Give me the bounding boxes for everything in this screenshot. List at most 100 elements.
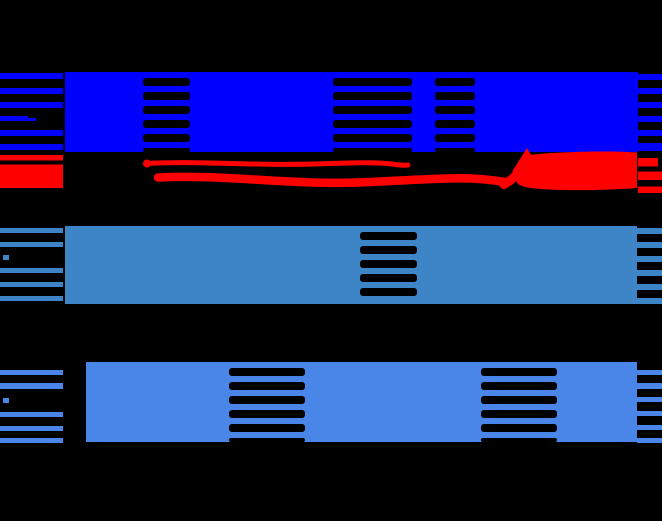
isoform-track-cornflower-blue-read-line [637,383,662,389]
isoform-track-cornflower-blue-read-line [0,369,63,375]
isoform-track-blue-intron-connector [435,72,475,152]
isoform-track-blue [0,72,662,152]
red-left-block [0,164,63,188]
isoform-track-cornflower-blue-connector-gap [229,438,305,442]
isoform-track-cornflower-blue-read-line [637,438,662,443]
isoform-track-blue-connector-gap [333,92,412,100]
isoform-track-cornflower-blue-read-line [0,411,63,417]
isoform-track-steel-blue-connector-gap [360,246,417,254]
isoform-track-cornflower-blue-exon-block [557,362,637,442]
isoform-track-steel-blue-read-line [637,241,662,248]
isoform-track-steel-blue-read-line [0,268,63,273]
isoform-track-blue-read-line [0,143,63,150]
isoform-track-blue-connector-gap [143,120,190,128]
isoform-track-cornflower-blue-connector-gap [481,438,557,442]
isoform-track-cornflower-blue-connector-gap [229,396,305,404]
isoform-track-blue-connector-gap [435,134,475,142]
isoform-track-steel-blue-read-line [0,295,63,301]
isoform-track-cornflower-blue-connector-gap [481,396,557,404]
red-dash-right-3 [638,186,662,193]
isoform-track-blue-read-line [638,87,662,94]
isoform-track-cornflower-blue-connector-gap [229,424,305,432]
red-stroke-rise [499,153,533,189]
isoform-track-blue-read-line [0,73,63,79]
red-stroke-1 [143,160,411,168]
red-left-bar [0,155,63,161]
isoform-track-cornflower-blue-read-line [0,425,63,431]
isoform-track-steel-blue-connector-gap [360,288,417,296]
isoform-track-blue-exon-block [412,72,435,152]
isoform-track-blue-connector-gap [333,134,412,142]
isoform-track-blue-connector-gap [333,120,412,128]
isoform-track-cornflower-blue-read-line [0,437,63,443]
isoform-track-blue-read-line [638,73,662,80]
isoform-track-blue-read-line [638,101,662,108]
isoform-track-steel-blue-exon-block [65,226,360,304]
isoform-track-steel-blue-read-line [3,254,9,260]
isoform-track-cornflower-blue-connector-gap [481,424,557,432]
isoform-track-blue-connector-gap [435,120,475,128]
isoform-track-blue-intron-connector [143,72,190,152]
red-stroke-2 [153,172,510,188]
red-stroke-start-dot [143,159,151,168]
isoform-track-cornflower-blue-connector-gap [229,368,305,376]
isoform-track-blue-connector-gap [143,78,190,86]
isoform-track-blue-read-line [638,143,662,151]
isoform-track-cornflower-blue [0,362,662,443]
red-dash-right-2 [638,171,662,180]
isoform-track-blue-read-line [0,87,63,94]
isoform-track-cornflower-blue-intron-connector [481,362,557,442]
isoform-track-blue-connector-gap [333,78,412,86]
isoform-track-blue-connector-gap [143,106,190,114]
isoform-track-cornflower-blue-read-line [637,396,662,402]
isoform-track-steel-blue-read-line [0,282,63,287]
isoform-track-blue-connector-gap [435,106,475,114]
isoform-track-cornflower-blue-connector-gap [481,382,557,390]
isoform-track-cornflower-blue-intron-connector [229,362,305,442]
isoform-track-blue-connector-gap [435,92,475,100]
red-swoosh-fill [516,151,637,191]
isoform-track-steel-blue-intron-connector [360,226,417,304]
isoform-track-steel-blue-read-line [637,297,662,304]
isoform-track-cornflower-blue-read-line [637,410,662,416]
isoform-track-blue-connector-gap [143,92,190,100]
isoform-track-steel-blue-exon-block [417,226,637,304]
isoform-track-cornflower-blue-connector-gap [481,368,557,376]
isoform-track-cornflower-blue-read-line [637,424,662,430]
isoform-track-blue-connector-gap [435,78,475,86]
isoform-track-blue-exon-block [65,72,143,152]
isoform-track-cornflower-blue-read-line [0,383,63,389]
isoform-track-steel-blue-read-line [637,283,662,290]
isoform-track-steel-blue-connector-gap [360,274,417,282]
isoform-track-blue-connector-gap [333,106,412,114]
isoform-track-blue-exon-block [475,72,638,152]
isoform-track-blue-connector-gap [435,148,475,152]
isoform-track-cornflower-blue-connector-gap [229,410,305,418]
isoform-track-cornflower-blue-connector-gap [481,410,557,418]
isoform-track-cornflower-blue-exon-block [305,362,481,442]
isoform-track-steel-blue-connector-gap [360,260,417,268]
isoform-track-steel-blue-read-line [0,241,63,247]
isoform-track-blue-read-line [638,115,662,122]
isoform-track-steel-blue-connector-gap [360,232,417,240]
isoform-track-blue-exon-block [190,72,333,152]
isoform-track-blue-read-line [0,101,63,108]
isoform-track-steel-blue-read-line [0,228,63,233]
isoform-track-steel-blue-read-line [637,269,662,276]
isoform-track-steel-blue [0,226,662,304]
isoform-track-blue-intron-connector [333,72,412,152]
isoform-track-blue-read-line [0,115,28,121]
isoform-track-cornflower-blue-read-line [637,369,662,375]
red-dash-right-1 [638,158,658,167]
isoform-track-blue-connector-gap [143,148,190,152]
isoform-track-cornflower-blue-exon-block [86,362,229,442]
isoform-track-blue-read-line [638,129,662,136]
isoform-track-cornflower-blue-connector-gap [229,382,305,390]
isoform-track-steel-blue-read-line [637,227,662,234]
isoform-track-blue-read-line [0,129,63,136]
isoform-track-blue-connector-gap [333,148,412,152]
isoform-track-cornflower-blue-read-line [3,397,9,403]
isoform-track-steel-blue-read-line [637,255,662,262]
isoform-track-blue-read-line [28,118,36,121]
